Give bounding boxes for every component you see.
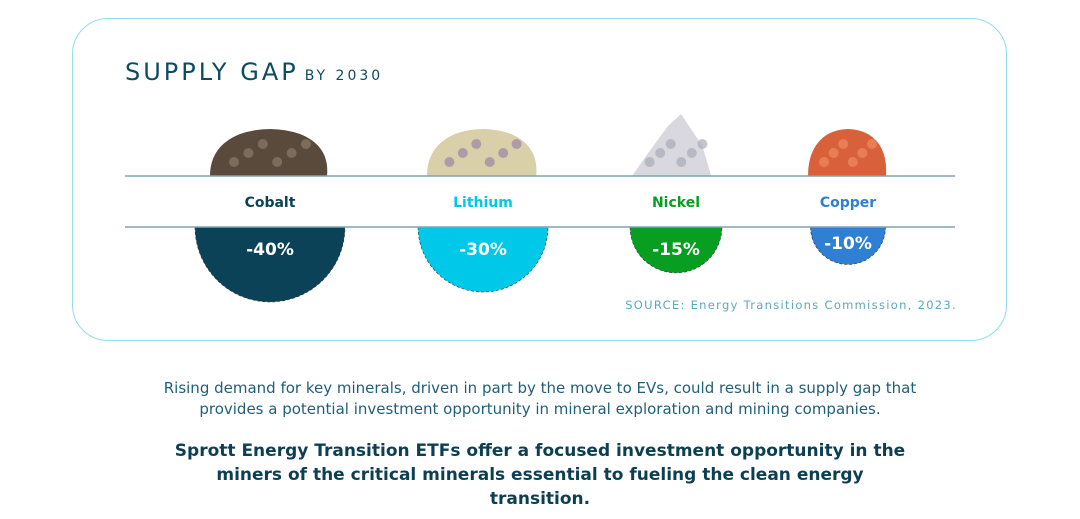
rock-texture	[857, 148, 868, 158]
category-label: Copper	[820, 195, 876, 211]
category-label: Cobalt	[245, 195, 296, 211]
title-sub: BY 2030	[304, 68, 384, 84]
mineral-nickel: -15%	[629, 114, 723, 274]
mineral-copper: -10%	[808, 129, 887, 265]
rock-texture	[665, 139, 676, 149]
rock-texture	[229, 157, 239, 167]
rock-texture	[828, 148, 839, 158]
category-label: Nickel	[652, 195, 700, 211]
rock-texture	[838, 139, 849, 149]
rock-texture	[272, 157, 283, 167]
rock-texture	[655, 148, 666, 158]
mineral-cobalt: -40%	[194, 129, 346, 303]
title-main: SUPPLY GAP	[125, 58, 299, 86]
description-paragraph: Rising demand for key minerals, driven i…	[163, 379, 917, 418]
rock-texture	[243, 148, 254, 158]
rock-texture	[257, 139, 268, 149]
gap-semicircle-nickel	[629, 226, 723, 274]
rock-texture	[847, 157, 858, 167]
value-label: -10%	[824, 234, 872, 254]
supply-gap-card	[72, 18, 1007, 341]
chart-title: SUPPLY GAP BY 2030	[125, 58, 383, 86]
rock-texture	[444, 157, 455, 167]
source-note: SOURCE: Energy Transitions Commission, 2…	[625, 298, 957, 312]
rock-texture	[498, 148, 509, 158]
cobalt-rock-icon	[210, 129, 328, 176]
rock-texture	[286, 148, 297, 158]
rock-texture	[867, 139, 877, 149]
gap-semicircle-copper	[810, 226, 886, 265]
rock-texture	[644, 157, 655, 167]
rock-texture	[484, 157, 495, 167]
value-label: -15%	[652, 240, 700, 260]
rock-texture	[457, 148, 468, 158]
rock-texture	[697, 139, 708, 149]
rock-texture	[511, 139, 522, 149]
rock-texture	[819, 157, 829, 167]
rock-texture	[301, 139, 311, 149]
highlight-paragraph: Sprott Energy Transition ETFs offer a fo…	[174, 441, 906, 509]
rock-texture	[686, 148, 697, 158]
value-label: -30%	[459, 240, 507, 260]
rock-texture	[676, 157, 687, 167]
label-band	[125, 176, 955, 227]
gap-semicircle-cobalt	[194, 226, 346, 303]
mineral-lithium: -30%	[417, 129, 549, 293]
copper-rock-icon	[808, 129, 887, 176]
lithium-rock-icon	[427, 129, 537, 176]
rock-texture	[471, 139, 482, 149]
category-label: Lithium	[453, 195, 513, 211]
value-label: -40%	[246, 240, 294, 260]
gap-semicircle-lithium	[417, 226, 549, 293]
